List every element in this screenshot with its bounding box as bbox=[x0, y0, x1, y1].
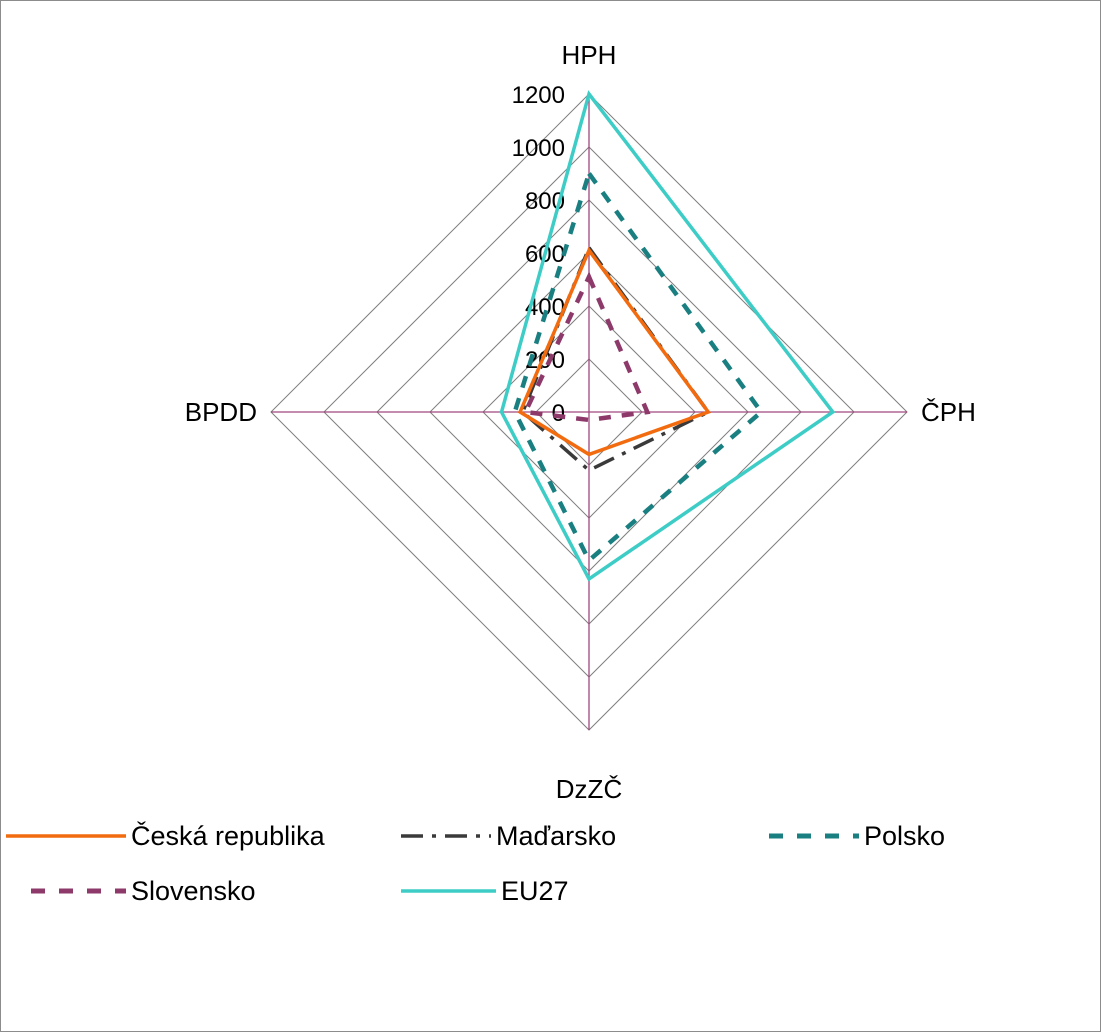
category-label: BPDD bbox=[185, 397, 257, 427]
series-line bbox=[522, 271, 651, 423]
legend-label: Polsko bbox=[864, 821, 945, 851]
legend-label: Maďarsko bbox=[496, 821, 616, 851]
category-label: DzZČ bbox=[556, 774, 622, 804]
legend-label: Slovensko bbox=[131, 876, 256, 906]
series-line bbox=[517, 246, 712, 457]
tick-label: 1200 bbox=[512, 82, 565, 109]
legend-label: EU27 bbox=[501, 876, 569, 906]
tick-label: 1000 bbox=[512, 135, 565, 162]
category-label: HPH bbox=[562, 40, 617, 70]
series-line bbox=[512, 168, 765, 564]
radar-category-labels: HPH ČPH DzZČ BPDD bbox=[185, 40, 976, 804]
legend-label: Česká republika bbox=[131, 820, 326, 851]
series-line bbox=[499, 90, 836, 582]
radar-series bbox=[499, 90, 836, 582]
radar-grid bbox=[270, 93, 908, 731]
category-label: ČPH bbox=[921, 397, 976, 427]
chart-legend: Česká republika Maďarsko Polsko Slovensko EU… bbox=[6, 820, 945, 906]
tick-label: 0 bbox=[552, 400, 565, 427]
